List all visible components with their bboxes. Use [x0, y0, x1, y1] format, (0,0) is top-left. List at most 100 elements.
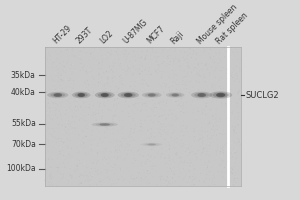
Point: [66, 58, 71, 61]
Point: [192, 68, 197, 71]
Point: [158, 175, 162, 178]
Point: [72, 157, 77, 160]
Point: [216, 137, 220, 140]
Point: [63, 46, 68, 49]
Point: [46, 113, 51, 117]
Point: [206, 52, 211, 55]
Point: [185, 52, 190, 55]
Point: [74, 107, 79, 110]
Point: [90, 129, 95, 132]
Point: [187, 66, 191, 70]
Point: [186, 153, 191, 156]
Point: [127, 93, 132, 96]
Point: [86, 146, 91, 150]
Point: [56, 88, 61, 91]
Point: [211, 134, 216, 137]
Point: [53, 68, 58, 71]
Point: [145, 144, 149, 147]
Point: [224, 77, 229, 80]
Point: [61, 69, 65, 72]
Point: [201, 149, 206, 152]
Point: [104, 127, 109, 130]
Point: [94, 162, 99, 165]
Point: [91, 91, 96, 95]
Point: [226, 71, 231, 75]
Point: [150, 181, 154, 184]
Point: [208, 56, 213, 59]
Point: [172, 129, 176, 132]
Point: [100, 60, 105, 64]
Point: [127, 132, 132, 136]
Point: [125, 64, 130, 68]
Point: [184, 125, 189, 128]
Point: [140, 79, 145, 82]
Point: [42, 179, 47, 182]
Point: [179, 130, 184, 133]
Point: [227, 147, 232, 150]
Point: [123, 70, 128, 73]
Point: [91, 137, 96, 141]
Point: [97, 61, 101, 64]
Point: [184, 101, 189, 104]
Point: [135, 97, 140, 100]
Point: [188, 151, 193, 154]
Point: [181, 110, 185, 113]
Point: [78, 125, 82, 129]
Point: [94, 119, 99, 122]
Point: [72, 93, 77, 96]
Point: [95, 101, 100, 104]
Ellipse shape: [148, 143, 156, 146]
Point: [44, 91, 49, 94]
Point: [196, 129, 201, 132]
Point: [231, 50, 236, 54]
Point: [64, 173, 69, 176]
Point: [89, 57, 94, 60]
Point: [199, 112, 203, 116]
Point: [91, 70, 95, 74]
Point: [79, 139, 83, 142]
Point: [148, 167, 153, 170]
Point: [218, 150, 223, 153]
Point: [201, 54, 206, 57]
Point: [182, 134, 186, 137]
Point: [56, 71, 61, 75]
Point: [53, 93, 58, 97]
Point: [131, 72, 136, 75]
Point: [154, 118, 159, 121]
Point: [48, 110, 53, 113]
Point: [106, 120, 111, 123]
Point: [214, 91, 218, 94]
Point: [67, 78, 71, 81]
Point: [188, 164, 193, 168]
Point: [62, 97, 67, 100]
Point: [44, 96, 49, 100]
Point: [131, 178, 136, 182]
Point: [235, 48, 240, 51]
Point: [140, 114, 145, 118]
Point: [64, 160, 69, 164]
Point: [143, 58, 148, 61]
Point: [100, 58, 105, 61]
Point: [196, 149, 200, 152]
Point: [183, 162, 188, 165]
Point: [178, 134, 183, 138]
Point: [132, 157, 137, 160]
Point: [129, 149, 134, 152]
Point: [63, 171, 68, 175]
Point: [64, 184, 69, 187]
Point: [218, 87, 223, 90]
Point: [102, 100, 107, 103]
Point: [66, 79, 70, 82]
Point: [125, 145, 130, 148]
Point: [85, 71, 90, 74]
Point: [52, 148, 57, 151]
Point: [179, 155, 184, 158]
Point: [123, 90, 128, 93]
Point: [88, 139, 93, 142]
Point: [190, 183, 195, 186]
Point: [65, 71, 70, 74]
Point: [167, 109, 172, 112]
Point: [208, 170, 213, 174]
Point: [231, 82, 236, 85]
Point: [142, 55, 146, 58]
